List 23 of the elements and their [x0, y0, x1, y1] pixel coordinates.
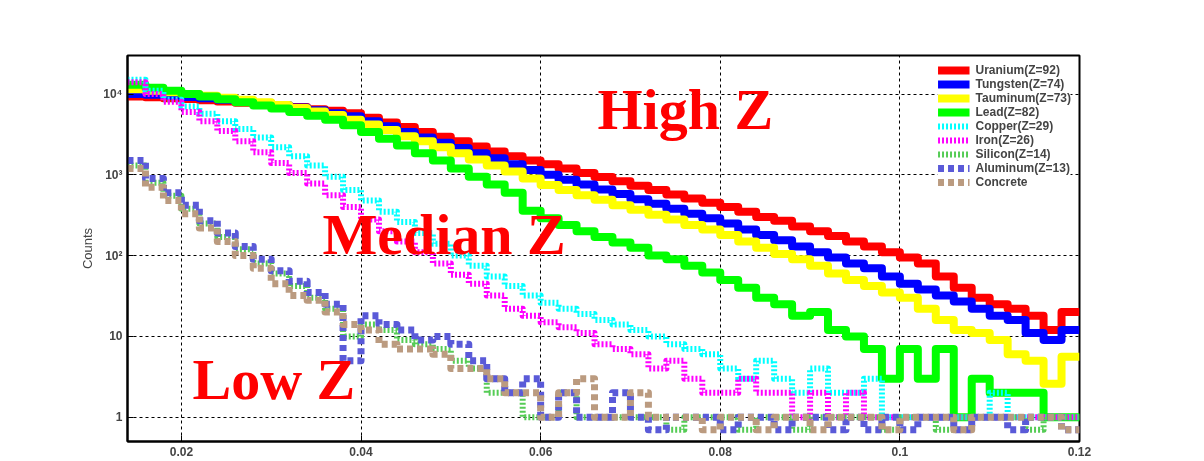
x-tick-label: 0.08 [708, 444, 733, 459]
legend-label: Copper(Z=29) [975, 119, 1054, 133]
y-tick-label: 10⁴ [103, 87, 123, 102]
y-tick-label: 1 [115, 410, 123, 425]
x-tick-label: 0.1 [891, 444, 909, 459]
legend-label: Lead(Z=82) [975, 105, 1040, 119]
legend-label: Iron(Z=26) [975, 133, 1034, 147]
annotation: High Z [597, 76, 774, 142]
y-tick-label: 10 [109, 329, 123, 344]
y-axis-title: Counts [80, 227, 96, 270]
x-tick-label: 0.06 [528, 444, 553, 459]
x-tick-label: 0.12 [1067, 444, 1092, 459]
y-tick-label: 10² [105, 248, 123, 263]
annotation: Low Z [192, 346, 356, 412]
x-tick-label: 0.02 [169, 444, 194, 459]
legend-label: Concrete [975, 175, 1028, 189]
x-tick-label: 0.04 [349, 444, 374, 459]
legend-label: Aluminum(Z=13) [975, 161, 1070, 175]
legend-label: Tauminum(Z=73) [975, 91, 1071, 105]
legend-label: Silicon(Z=14) [975, 147, 1051, 161]
legend-label: Tungsten(Z=74) [975, 77, 1065, 91]
legend-label: Uranium(Z=92) [975, 63, 1060, 77]
y-tick-label: 10³ [105, 167, 123, 182]
